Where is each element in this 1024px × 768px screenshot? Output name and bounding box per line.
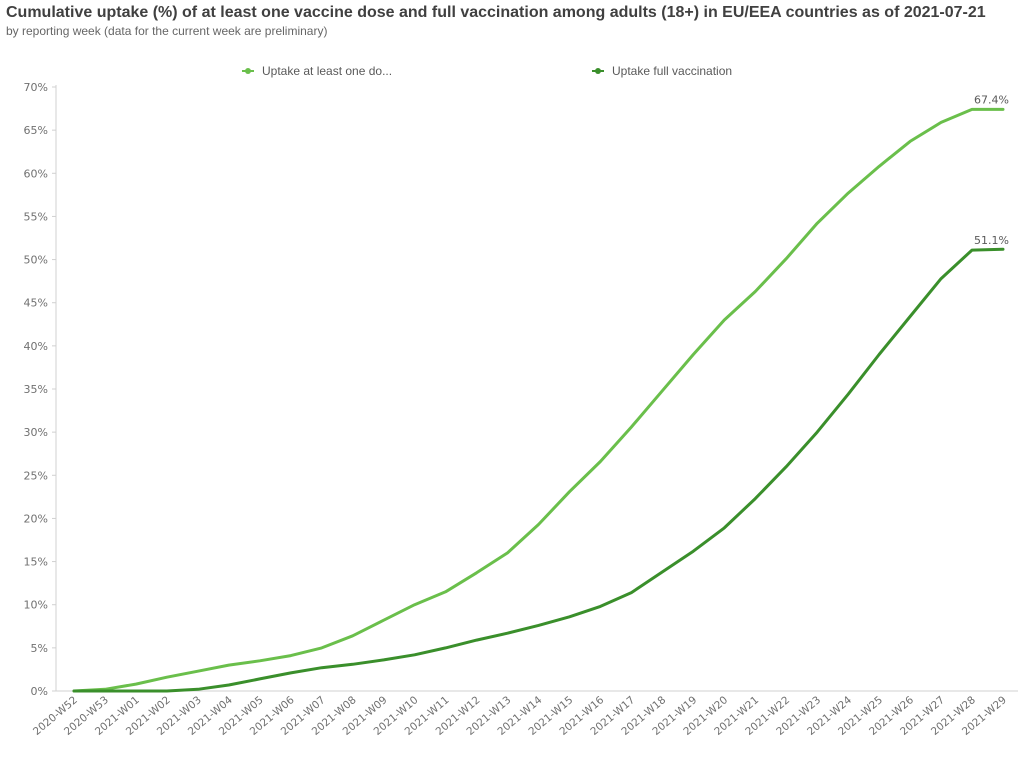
y-tick-label: 0% [31,685,48,698]
legend-label: Uptake at least one do... [262,64,392,78]
y-tick-label: 5% [31,642,48,655]
y-tick-label: 50% [24,254,48,267]
legend-label: Uptake full vaccination [612,64,732,78]
chart-subtitle: by reporting week (data for the current … [6,24,328,38]
end-label-2: 51.1% [974,234,1009,247]
chart-title: Cumulative uptake (%) of at least one va… [6,4,986,21]
y-tick-label: 10% [24,599,48,612]
y-tick-label: 65% [24,124,48,137]
end-label-1: 67.4% [974,93,1009,106]
legend-swatch-dot [595,68,601,74]
legend-swatch-dot [245,68,251,74]
legend-item: Uptake at least one do... [242,64,392,78]
legend-item: Uptake full vaccination [592,64,732,78]
series-layer [72,107,1005,693]
legend: Uptake at least one do... Uptake full vac… [242,64,732,78]
series-line-2 [72,247,1005,693]
y-tick-label: 30% [24,426,48,439]
x-axis: 2020-W522020-W532021-W012021-W022021-W03… [31,690,1018,738]
y-tick-label: 60% [24,167,48,180]
y-tick-label: 20% [24,512,48,525]
y-tick-label: 25% [24,469,48,482]
y-tick-label: 70% [24,81,48,94]
y-tick-label: 40% [24,340,48,353]
y-tick-label: 55% [24,210,48,223]
end-labels: 67.4% 51.1% [974,93,1009,247]
y-axis: 0% 5% 10% 15% 20% 25% 30% 35% 40% 45% 50% 55% 60% 65%… [24,81,57,698]
series-line-1 [72,107,1005,693]
y-tick-label: 35% [24,383,48,396]
y-tick-label: 15% [24,556,48,569]
y-tick-label: 45% [24,297,48,310]
